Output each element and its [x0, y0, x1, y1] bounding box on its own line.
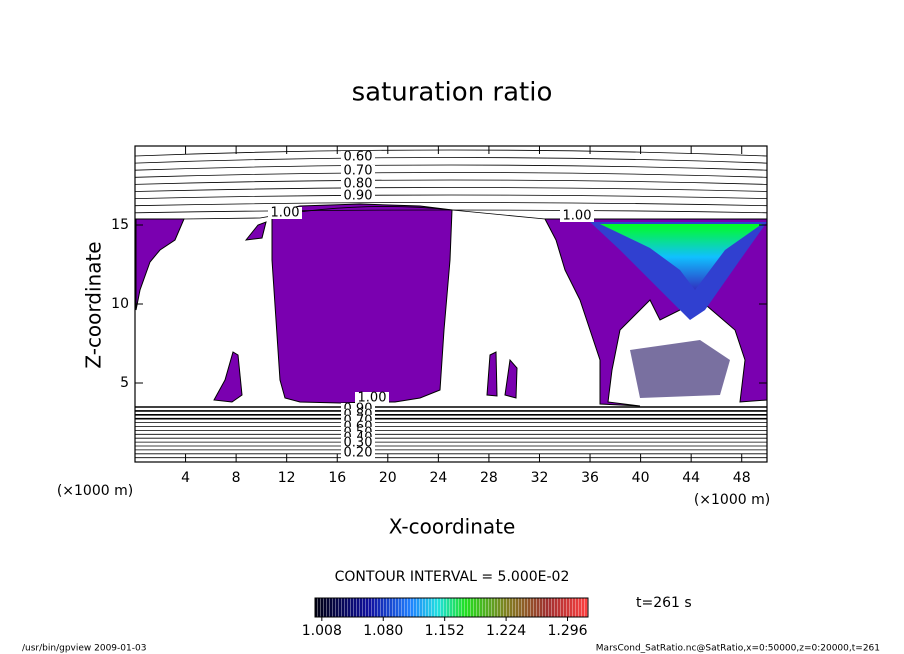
contour-label: 0.30: [344, 436, 373, 451]
contour-label: 1.00: [271, 206, 300, 221]
contour-line: [134, 172, 768, 178]
contour-label: 0.20: [344, 446, 373, 461]
contour-label-bg: [341, 447, 375, 459]
footer-right: MarsCond_SatRatio.nc@SatRatio,x=0:50000,…: [596, 644, 880, 654]
contour-lines: 0.600.700.800.901.001.001.000.900.800.70…: [134, 149, 768, 461]
region: [135, 218, 185, 311]
contour-line: [134, 202, 768, 207]
region: [630, 340, 730, 398]
x-unit: (×1000 m): [694, 492, 770, 508]
x-tick-label: 40: [632, 470, 650, 486]
colorbar-tick-label: 1.080: [363, 623, 403, 639]
region: [213, 351, 243, 403]
filled-regions: [135, 203, 768, 407]
contour-label: 0.80: [344, 177, 373, 192]
contour-label-bg: [341, 178, 375, 190]
contour-label-bg: [341, 190, 375, 202]
x-tick-label: 32: [531, 470, 549, 486]
y-axis-label: Z-coordinate: [82, 241, 106, 368]
region: [486, 351, 498, 397]
y-tick-label: 10: [111, 296, 129, 312]
contour-label-bg: [268, 207, 302, 219]
x-tick-label: 16: [328, 470, 346, 486]
contour-label-bg: [341, 437, 375, 449]
contour-label-bg: [341, 151, 375, 163]
colorbar-frame: [314, 597, 589, 618]
x-tick-label: 20: [379, 470, 397, 486]
x-axis-label: X-coordinate: [389, 515, 516, 539]
contour-label: 1.00: [563, 209, 592, 224]
contour-line: [134, 187, 768, 192]
region: [504, 358, 518, 399]
colorbar-tick-label: 1.296: [547, 623, 587, 639]
y-tick-label: 15: [111, 217, 129, 233]
contour-label-bg: [341, 165, 375, 177]
time-label: t=261 s: [636, 595, 692, 611]
contour-line: [134, 194, 768, 199]
x-tick-label: 12: [278, 470, 296, 486]
y-unit: (×1000 m): [57, 483, 133, 499]
x-tick-label: 44: [682, 470, 700, 486]
footer-left: /usr/bin/gpview 2009-01-03: [22, 644, 146, 654]
colorbar-tick-label: 1.152: [425, 623, 465, 639]
contour-line: [134, 157, 768, 164]
colorbar-tick-label: 1.224: [486, 623, 526, 639]
contour-label: 0.90: [344, 189, 373, 204]
colorbar-tick-label: 1.008: [302, 623, 342, 639]
contour-label: 1.00: [358, 391, 387, 406]
contour-label: 0.70: [344, 164, 373, 179]
region: [271, 203, 453, 404]
contour-line: [134, 149, 768, 157]
contour-label: 0.60: [344, 150, 373, 165]
x-tick-label: 36: [581, 470, 599, 486]
contour-line: [134, 179, 768, 185]
x-tick-label: 48: [733, 470, 751, 486]
contour-line: [134, 164, 768, 171]
y-tick-label: 5: [120, 375, 129, 391]
region: [244, 221, 267, 241]
x-tick-label: 28: [480, 470, 498, 486]
x-tick-label: 8: [232, 470, 241, 486]
contour-label-bg: [560, 210, 594, 222]
x-tick-label: 24: [429, 470, 447, 486]
region: [600, 224, 762, 290]
contour-interval: CONTOUR INTERVAL = 5.000E-02: [335, 569, 570, 585]
chart-title: saturation ratio: [352, 78, 553, 108]
x-tick-label: 4: [181, 470, 190, 486]
contour-label-bg: [355, 392, 389, 404]
